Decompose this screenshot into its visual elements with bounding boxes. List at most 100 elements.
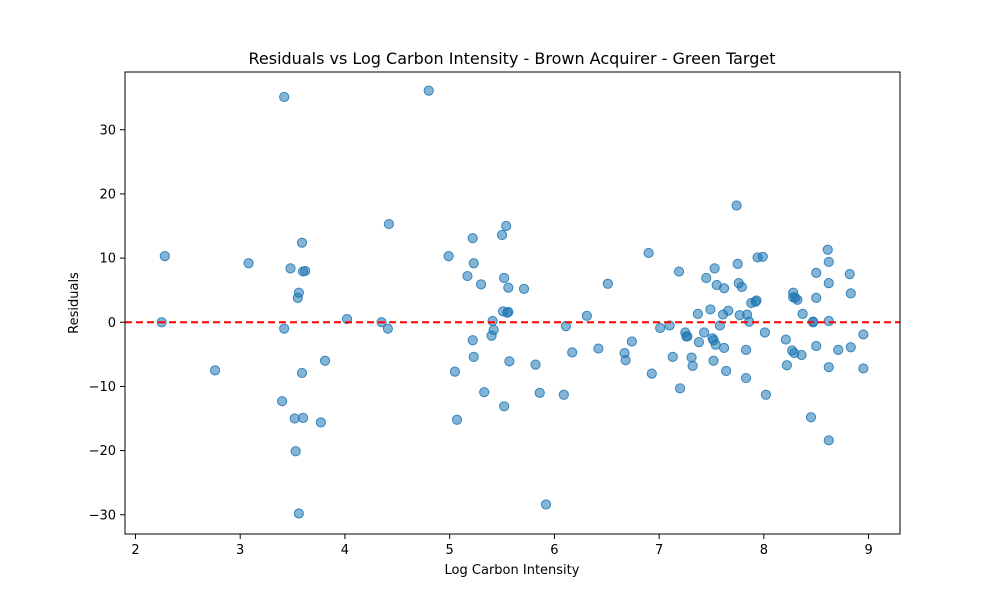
y-tick-label: 30 bbox=[99, 123, 116, 138]
data-point bbox=[740, 344, 752, 355]
data-point bbox=[732, 258, 743, 269]
data-point bbox=[686, 352, 697, 363]
data-point bbox=[620, 355, 631, 366]
data-point bbox=[823, 362, 834, 373]
data-point bbox=[540, 499, 552, 510]
x-tick-label: 5 bbox=[446, 543, 454, 558]
data-point bbox=[723, 305, 734, 316]
data-point bbox=[708, 355, 719, 366]
data-point bbox=[682, 331, 693, 342]
data-point bbox=[558, 389, 569, 400]
x-tick-label: 3 bbox=[236, 543, 244, 558]
data-point bbox=[279, 91, 290, 103]
data-point bbox=[289, 413, 300, 424]
data-point bbox=[423, 85, 434, 96]
data-point bbox=[655, 322, 666, 334]
data-point bbox=[673, 266, 685, 277]
data-point bbox=[796, 349, 807, 361]
data-point bbox=[823, 278, 834, 289]
data-point bbox=[823, 315, 834, 327]
data-point bbox=[674, 383, 686, 394]
data-point bbox=[451, 414, 463, 425]
data-point bbox=[721, 365, 732, 377]
data-point bbox=[759, 327, 770, 338]
data-point bbox=[710, 339, 721, 350]
data-point bbox=[503, 306, 514, 318]
data-point bbox=[699, 327, 710, 338]
data-point bbox=[467, 233, 478, 244]
data-point bbox=[276, 396, 288, 407]
data-point bbox=[468, 351, 479, 362]
data-point bbox=[709, 263, 720, 274]
y-tick-label: −30 bbox=[89, 508, 116, 523]
data-point bbox=[811, 267, 822, 278]
x-tick-label: 8 bbox=[760, 543, 768, 558]
data-point bbox=[736, 281, 747, 293]
data-point bbox=[487, 315, 498, 327]
data-point bbox=[501, 220, 512, 232]
data-point bbox=[530, 359, 541, 370]
y-axis: −30 −20 −10 0 10 20 30 bbox=[89, 123, 125, 523]
y-tick-label: 20 bbox=[99, 187, 116, 202]
data-point bbox=[692, 308, 703, 320]
x-tick-label: 6 bbox=[550, 543, 558, 558]
data-point bbox=[811, 292, 822, 303]
data-point bbox=[479, 387, 490, 398]
data-point bbox=[701, 272, 712, 284]
data-point bbox=[567, 347, 578, 358]
data-point bbox=[626, 336, 637, 347]
data-point bbox=[297, 412, 309, 423]
data-point bbox=[731, 200, 742, 211]
data-point bbox=[781, 360, 792, 371]
data-point bbox=[823, 435, 834, 446]
data-point bbox=[740, 372, 752, 384]
data-point bbox=[468, 258, 479, 269]
data-point bbox=[797, 308, 808, 320]
data-point bbox=[159, 251, 170, 262]
data-point bbox=[285, 263, 296, 274]
data-point bbox=[296, 237, 308, 248]
data-point bbox=[503, 282, 514, 293]
data-point bbox=[496, 229, 508, 241]
data-point bbox=[449, 366, 460, 377]
data-point bbox=[209, 365, 221, 376]
x-axis: 2 3 4 5 6 7 8 9 bbox=[131, 534, 873, 558]
data-point bbox=[833, 344, 844, 355]
chart-title: Residuals vs Log Carbon Intensity - Brow… bbox=[249, 49, 776, 68]
data-point bbox=[845, 288, 856, 299]
data-point bbox=[705, 304, 716, 315]
data-point bbox=[643, 247, 654, 259]
data-point bbox=[383, 218, 395, 230]
data-point bbox=[293, 508, 304, 519]
y-tick-label: 0 bbox=[108, 316, 116, 331]
x-tick-label: 7 bbox=[655, 543, 663, 558]
data-point bbox=[858, 329, 869, 340]
data-point bbox=[858, 363, 869, 374]
data-point bbox=[593, 343, 604, 354]
data-point bbox=[319, 355, 331, 366]
data-point bbox=[811, 340, 822, 352]
plot-area-frame bbox=[124, 71, 901, 535]
y-tick-label: −10 bbox=[89, 380, 116, 395]
x-tick-label: 4 bbox=[341, 543, 349, 558]
data-point bbox=[805, 412, 817, 423]
data-point bbox=[751, 295, 762, 306]
data-point bbox=[845, 342, 856, 353]
data-point bbox=[315, 417, 326, 428]
data-point bbox=[718, 342, 730, 354]
data-point bbox=[822, 244, 833, 255]
y-axis-title: Residuals bbox=[67, 272, 82, 334]
data-point bbox=[290, 446, 301, 457]
data-point bbox=[792, 294, 803, 305]
x-tick-label: 2 bbox=[131, 543, 139, 558]
data-point bbox=[581, 310, 592, 321]
data-points bbox=[156, 85, 869, 519]
data-point bbox=[382, 323, 393, 334]
x-tick-label: 9 bbox=[864, 543, 872, 558]
data-point bbox=[534, 387, 545, 398]
x-axis-title: Log Carbon Intensity bbox=[445, 563, 580, 578]
data-point bbox=[504, 356, 515, 367]
data-point bbox=[518, 283, 530, 294]
data-point bbox=[823, 256, 834, 268]
